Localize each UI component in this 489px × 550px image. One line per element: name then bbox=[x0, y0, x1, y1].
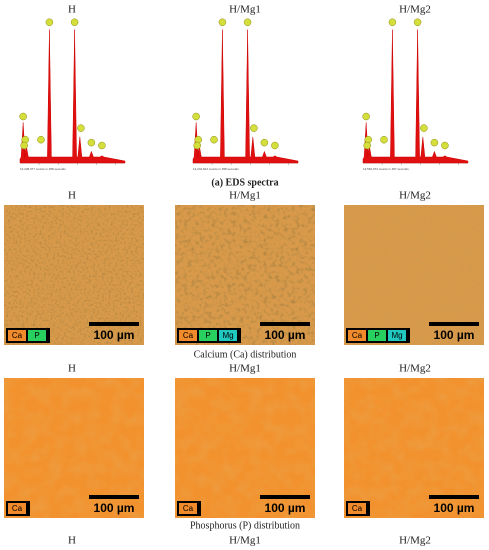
scale-label: 100 µm bbox=[434, 328, 475, 342]
map-texture bbox=[344, 205, 484, 345]
map-texture bbox=[175, 205, 315, 345]
legend-label: Mg bbox=[222, 331, 233, 340]
scale-bar bbox=[260, 495, 310, 499]
spectrum bbox=[362, 29, 469, 164]
legend-label: P bbox=[374, 331, 379, 340]
peak-marker bbox=[380, 135, 388, 144]
peak-marker bbox=[420, 124, 428, 132]
panel-title: H/Mg2 bbox=[399, 190, 431, 202]
panel-title: H/Mg2 bbox=[399, 535, 431, 547]
peak-marker bbox=[388, 18, 397, 26]
peak-marker bbox=[19, 112, 27, 121]
spectrum bbox=[192, 29, 299, 164]
legend-label: Ca bbox=[352, 504, 363, 513]
peak-marker bbox=[87, 138, 96, 147]
peak-marker bbox=[362, 112, 370, 121]
panel-title: H bbox=[68, 190, 76, 202]
spectrum bbox=[19, 29, 126, 164]
peak-marker bbox=[98, 141, 106, 150]
scale-bar bbox=[429, 495, 479, 499]
peak-marker bbox=[243, 18, 252, 26]
map-texture bbox=[4, 205, 144, 345]
legend-label: P bbox=[205, 331, 210, 340]
legend-swatch bbox=[179, 330, 197, 341]
legend-swatch bbox=[219, 330, 237, 341]
peak-marker bbox=[37, 135, 45, 144]
peak-marker bbox=[413, 18, 422, 26]
scale-label: 100 µm bbox=[265, 328, 306, 342]
legend-swatch bbox=[28, 330, 46, 341]
peak-marker bbox=[77, 124, 85, 132]
peak-marker bbox=[45, 18, 54, 26]
panel-title: H/Mg2 bbox=[399, 4, 431, 16]
legend-label: Ca bbox=[12, 331, 23, 340]
peak-marker bbox=[430, 138, 439, 147]
peak-marker bbox=[20, 141, 28, 150]
panel-title: H/Mg1 bbox=[229, 190, 261, 202]
legend-swatch bbox=[348, 503, 366, 514]
panel-title: H/Mg1 bbox=[229, 363, 261, 375]
legend-label: P bbox=[34, 331, 39, 340]
panel-title: H/Mg2 bbox=[399, 363, 431, 375]
map-texture bbox=[175, 378, 315, 518]
peak-marker bbox=[210, 135, 218, 144]
caption: Calcium (Ca) distribution bbox=[194, 349, 297, 360]
panel-title: H bbox=[68, 535, 76, 547]
legend-label: Ca bbox=[12, 504, 23, 513]
panel-title: H bbox=[68, 4, 76, 16]
scale-label: 100 µm bbox=[265, 501, 306, 515]
caption: Phosphorus (P) distribution bbox=[190, 520, 300, 531]
legend-swatch bbox=[348, 330, 366, 341]
legend-label: Ca bbox=[183, 504, 194, 513]
scale-bar bbox=[89, 495, 139, 499]
legend-swatch bbox=[199, 330, 217, 341]
peak-marker bbox=[250, 124, 258, 132]
legend-swatch bbox=[8, 330, 26, 341]
scale-bar bbox=[89, 322, 139, 326]
panel-title: H bbox=[68, 363, 76, 375]
legend-swatch bbox=[179, 503, 197, 514]
scale-bar bbox=[260, 322, 310, 326]
legend-label: Ca bbox=[352, 331, 363, 340]
legend-label: Ca bbox=[183, 331, 194, 340]
counts-label: 13,228,077 counts in 458 seconds bbox=[20, 167, 66, 171]
peak-marker bbox=[193, 141, 201, 150]
counts-label: 13,562,972 counts in 457 seconds bbox=[363, 167, 409, 171]
map-texture bbox=[4, 378, 144, 518]
peak-marker bbox=[218, 18, 227, 26]
legend-swatch bbox=[368, 330, 386, 341]
peak-marker bbox=[441, 141, 449, 150]
panel-title: H/Mg1 bbox=[229, 4, 261, 16]
counts-label: 13,242,812 counts in 458 seconds bbox=[193, 167, 239, 171]
legend-label: Mg bbox=[391, 331, 402, 340]
peak-marker bbox=[271, 141, 279, 150]
map-texture bbox=[344, 378, 484, 518]
legend-swatch bbox=[388, 330, 406, 341]
scale-label: 100 µm bbox=[434, 501, 475, 515]
peak-marker bbox=[363, 141, 371, 150]
scale-bar bbox=[429, 322, 479, 326]
caption: (a) EDS spectra bbox=[211, 177, 278, 188]
peak-marker bbox=[192, 112, 200, 121]
scale-label: 100 µm bbox=[94, 328, 135, 342]
peak-marker bbox=[260, 138, 269, 147]
peak-marker bbox=[70, 18, 79, 26]
scale-label: 100 µm bbox=[94, 501, 135, 515]
panel-title: H/Mg1 bbox=[229, 535, 261, 547]
legend-swatch bbox=[8, 503, 26, 514]
